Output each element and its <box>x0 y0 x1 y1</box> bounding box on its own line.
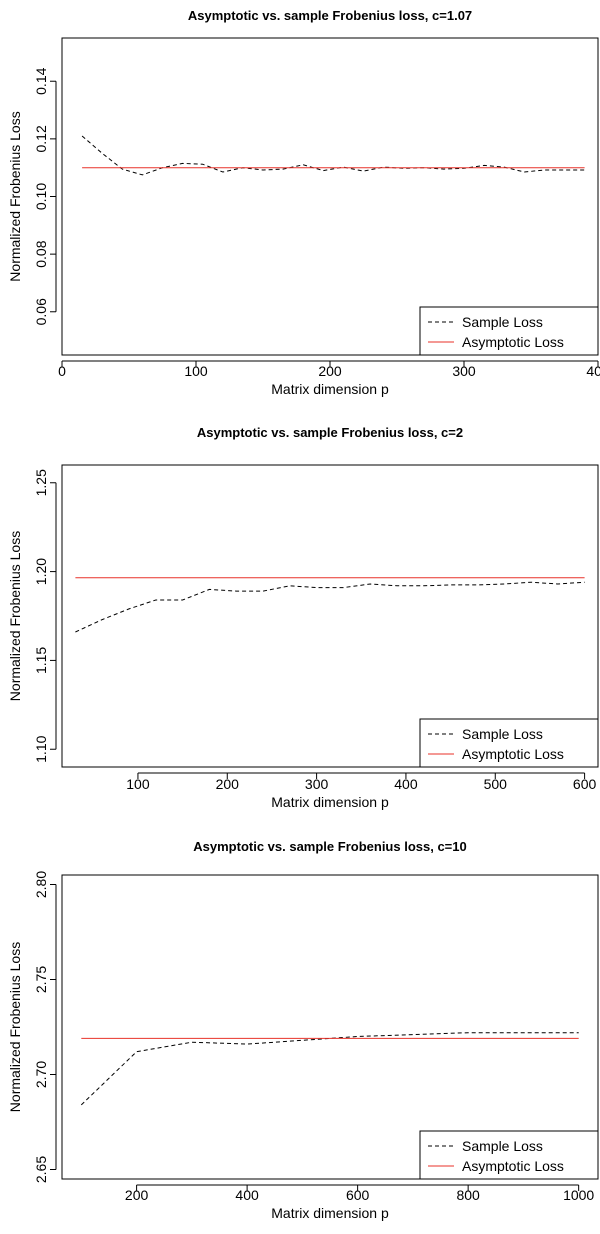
y-tick-label: 1.20 <box>33 558 49 585</box>
plot-frame <box>61 37 599 356</box>
y-tick-label: 0.14 <box>33 67 49 94</box>
y-tick-label: 2.70 <box>33 1061 49 1088</box>
legend-label: Asymptotic Loss <box>462 746 564 762</box>
legend: Sample Loss Asymptotic Loss <box>419 718 599 768</box>
x-tick-label: 1000 <box>563 1187 594 1203</box>
chart-panel-3: Asymptotic vs. sample Frobenius loss, c=… <box>7 839 599 1221</box>
x-tick-label: 600 <box>573 776 597 792</box>
y-axis-label: Normalized Frobenius Loss <box>7 942 23 1112</box>
plot-frame <box>61 464 599 768</box>
y-tick-label: 1.10 <box>33 735 49 762</box>
sample-loss-line <box>80 1032 579 1106</box>
chart-panel-2: Asymptotic vs. sample Frobenius loss, c=… <box>7 425 599 810</box>
y-tick-label: 0.10 <box>33 183 49 210</box>
y-axis-label: Normalized Frobenius Loss <box>7 531 23 701</box>
legend-label: Sample Loss <box>462 314 543 330</box>
y-tick-label: 0.12 <box>33 125 49 152</box>
legend-label: Asymptotic Loss <box>462 1158 564 1174</box>
x-axis-label: Matrix dimension p <box>271 1205 389 1221</box>
legend: Sample Loss Asymptotic Loss <box>419 306 599 356</box>
chart-title: Asymptotic vs. sample Frobenius loss, c=… <box>188 8 472 23</box>
x-tick-label: 400 <box>586 363 600 379</box>
x-tick-label: 200 <box>318 363 342 379</box>
sample-loss-line <box>81 135 585 176</box>
y-tick-label: 0.06 <box>33 298 49 325</box>
x-tick-label: 200 <box>216 776 240 792</box>
x-tick-label: 800 <box>456 1187 480 1203</box>
y-tick-label: 2.75 <box>33 966 49 993</box>
x-tick-label: 300 <box>452 363 476 379</box>
x-tick-label: 600 <box>346 1187 370 1203</box>
chart-panel-1: Asymptotic vs. sample Frobenius loss, c=… <box>7 8 600 397</box>
x-tick-label: 100 <box>126 776 150 792</box>
plot-frame <box>61 874 599 1180</box>
y-tick-label: 0.08 <box>33 240 49 267</box>
y-tick-label: 2.80 <box>33 871 49 898</box>
x-axis-label: Matrix dimension p <box>271 381 389 397</box>
legend-box <box>419 718 599 768</box>
x-tick-label: 300 <box>305 776 329 792</box>
legend-box <box>419 1130 599 1180</box>
x-axis-label: Matrix dimension p <box>271 794 389 810</box>
chart-title: Asymptotic vs. sample Frobenius loss, c=… <box>193 839 466 854</box>
x-tick-label: 0 <box>58 363 66 379</box>
legend-box <box>419 306 599 356</box>
x-tick-label: 200 <box>125 1187 149 1203</box>
x-tick-label: 400 <box>235 1187 259 1203</box>
y-tick-label: 1.25 <box>33 469 49 496</box>
legend-label: Sample Loss <box>462 726 543 742</box>
x-tick-label: 500 <box>484 776 508 792</box>
x-tick-label: 400 <box>394 776 418 792</box>
legend-label: Sample Loss <box>462 1138 543 1154</box>
y-tick-label: 1.15 <box>33 647 49 674</box>
chart-title: Asymptotic vs. sample Frobenius loss, c=… <box>197 425 463 440</box>
legend: Sample Loss Asymptotic Loss <box>419 1130 599 1180</box>
sample-loss-line <box>75 581 585 633</box>
y-axis-label: Normalized Frobenius Loss <box>7 111 23 281</box>
legend-label: Asymptotic Loss <box>462 334 564 350</box>
y-tick-label: 2.65 <box>33 1156 49 1183</box>
x-tick-label: 100 <box>184 363 208 379</box>
